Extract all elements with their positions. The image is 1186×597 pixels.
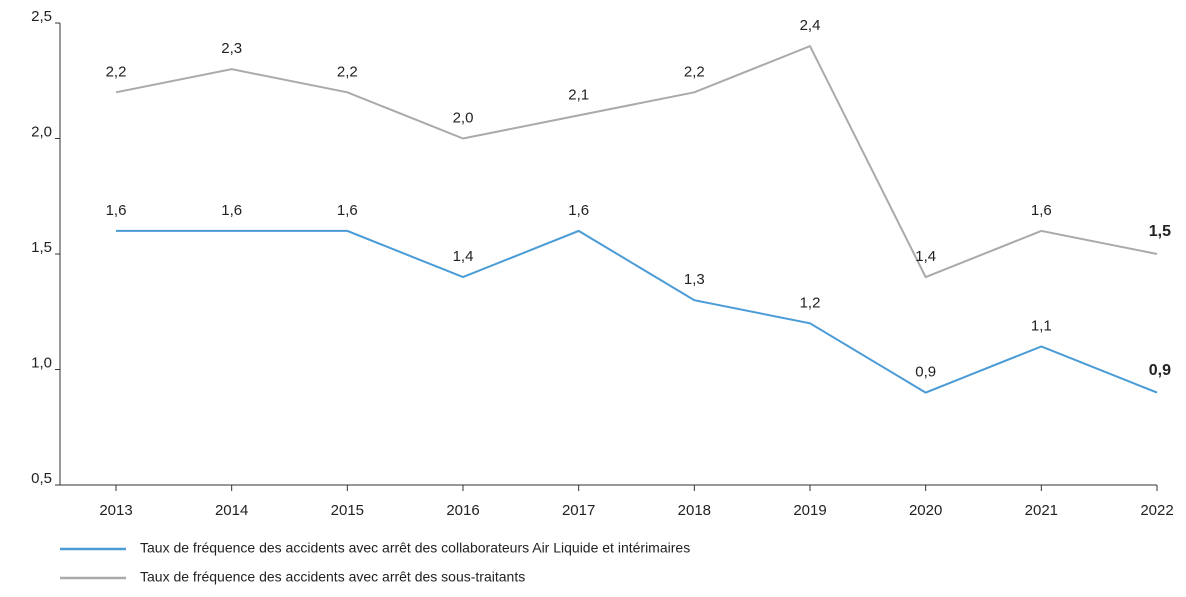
data-label: 2,3 (221, 40, 242, 57)
data-label: 0,9 (915, 364, 936, 381)
y-tick-label: 2,0 (31, 123, 52, 140)
data-label: 2,2 (337, 63, 358, 80)
data-label: 1,2 (800, 294, 821, 311)
x-tick-label: 2015 (331, 502, 364, 519)
data-label: 2,2 (106, 63, 127, 80)
y-tick-label: 1,5 (31, 239, 52, 256)
legend-label: Taux de fréquence des accidents avec arr… (140, 540, 690, 556)
x-tick-label: 2020 (909, 502, 942, 519)
data-label: 0,9 (1149, 362, 1171, 379)
y-tick-label: 2,5 (31, 8, 52, 25)
data-label: 1,6 (1031, 202, 1052, 219)
legend-label: Taux de fréquence des accidents avec arr… (140, 569, 525, 585)
x-tick-label: 2022 (1140, 502, 1173, 519)
y-tick-label: 1,0 (31, 354, 52, 371)
data-label: 1,6 (106, 202, 127, 219)
x-tick-label: 2018 (678, 502, 711, 519)
line-series (116, 229, 1158, 394)
x-tick-label: 2017 (562, 502, 595, 519)
data-label: 1,1 (1031, 317, 1052, 334)
x-tick-label: 2016 (446, 502, 479, 519)
data-label: 2,1 (568, 86, 589, 103)
x-tick-label: 2019 (793, 502, 826, 519)
data-label: 2,4 (800, 17, 821, 34)
data-label: 1,3 (684, 271, 705, 288)
x-tick-label: 2013 (99, 502, 132, 519)
data-label: 1,4 (453, 248, 474, 265)
data-label: 1,5 (1149, 223, 1171, 240)
data-label: 1,6 (568, 202, 589, 219)
x-tick-label: 2021 (1025, 502, 1058, 519)
data-label: 1,6 (221, 202, 242, 219)
data-label: 2,2 (684, 63, 705, 80)
x-tick-label: 2014 (215, 502, 248, 519)
data-label: 2,0 (453, 109, 474, 126)
line-series (115, 44, 1158, 279)
data-label: 1,6 (337, 202, 358, 219)
data-label: 1,4 (915, 248, 936, 265)
y-tick-label: 0,5 (31, 470, 52, 487)
